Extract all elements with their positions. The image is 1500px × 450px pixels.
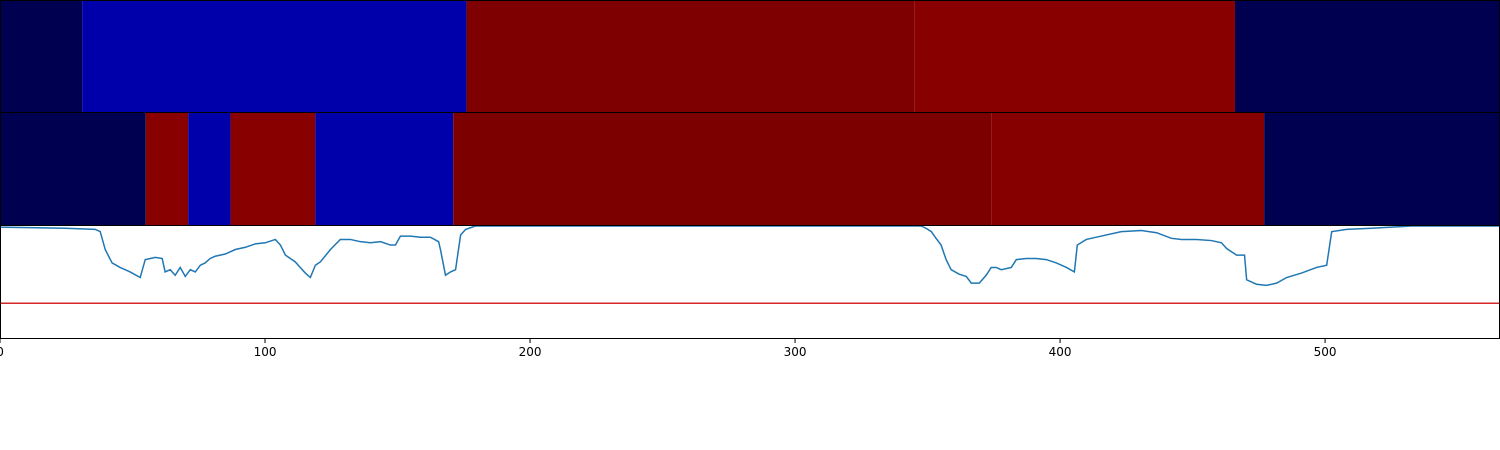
panel-frame [0, 225, 1500, 339]
segment [188, 113, 231, 225]
x-tick-label: 100 [254, 345, 277, 359]
segment [0, 113, 146, 225]
x-tick-label: 400 [1049, 345, 1072, 359]
x-tick-label: 300 [784, 345, 807, 359]
segment [453, 113, 992, 225]
segment [0, 1, 83, 112]
segment [914, 1, 1235, 112]
x-tick-label: 200 [519, 345, 542, 359]
x-tick-label: 0 [0, 345, 4, 359]
segment [230, 113, 316, 225]
segment [991, 113, 1265, 225]
segment [82, 1, 467, 112]
data-line [0, 225, 1500, 287]
segment [145, 113, 189, 225]
x-tick-label: 500 [1314, 345, 1337, 359]
segment [315, 113, 454, 225]
segment [1264, 113, 1500, 225]
segment [1234, 1, 1500, 112]
segment [466, 1, 915, 112]
